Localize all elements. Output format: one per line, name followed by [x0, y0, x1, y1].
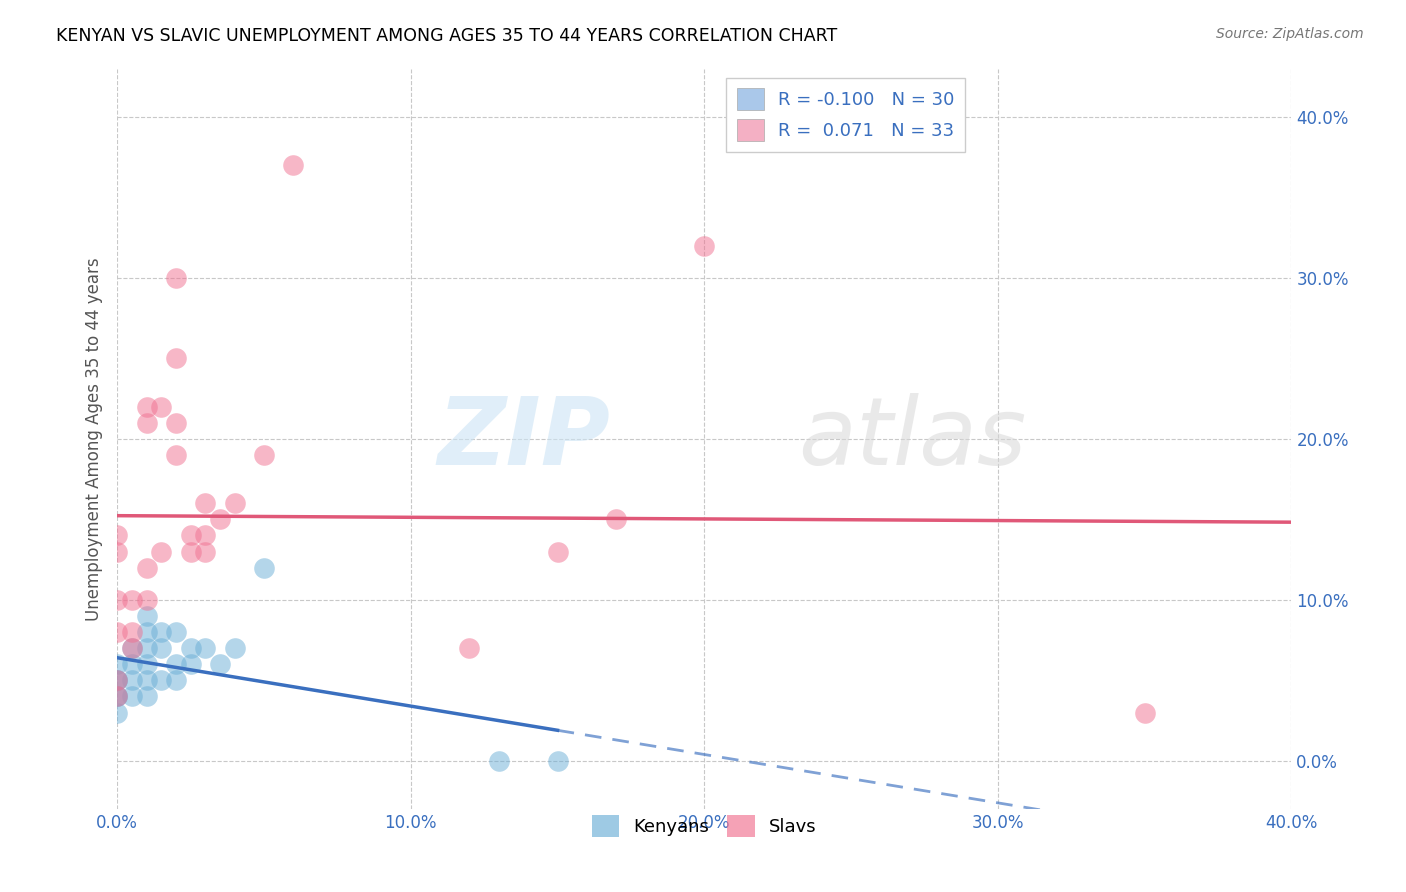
- Point: [105, 673, 128, 688]
- Point: [605, 512, 627, 526]
- Point: [121, 625, 143, 640]
- Point: [105, 544, 128, 558]
- Point: [135, 641, 157, 656]
- Text: atlas: atlas: [799, 393, 1026, 484]
- Point: [165, 416, 187, 430]
- Point: [693, 238, 716, 252]
- Point: [121, 592, 143, 607]
- Point: [105, 706, 128, 720]
- Point: [165, 657, 187, 672]
- Point: [105, 690, 128, 704]
- Point: [283, 158, 305, 172]
- Point: [165, 270, 187, 285]
- Point: [105, 673, 128, 688]
- Y-axis label: Unemployment Among Ages 35 to 44 years: Unemployment Among Ages 35 to 44 years: [86, 257, 103, 621]
- Point: [488, 754, 510, 768]
- Point: [150, 400, 173, 414]
- Point: [547, 754, 569, 768]
- Point: [165, 673, 187, 688]
- Point: [121, 657, 143, 672]
- Text: KENYAN VS SLAVIC UNEMPLOYMENT AMONG AGES 35 TO 44 YEARS CORRELATION CHART: KENYAN VS SLAVIC UNEMPLOYMENT AMONG AGES…: [56, 27, 838, 45]
- Point: [135, 560, 157, 574]
- Point: [180, 657, 202, 672]
- Point: [135, 625, 157, 640]
- Point: [121, 690, 143, 704]
- Point: [1133, 706, 1156, 720]
- Point: [121, 641, 143, 656]
- Point: [121, 673, 143, 688]
- Point: [224, 496, 246, 510]
- Point: [105, 673, 128, 688]
- Point: [105, 657, 128, 672]
- Legend: Kenyans, Slavs: Kenyans, Slavs: [585, 808, 824, 845]
- Point: [150, 641, 173, 656]
- Point: [150, 673, 173, 688]
- Point: [208, 512, 231, 526]
- Point: [150, 625, 173, 640]
- Point: [194, 496, 217, 510]
- Text: ZIP: ZIP: [437, 392, 610, 485]
- Point: [180, 528, 202, 542]
- Point: [165, 351, 187, 366]
- Text: Source: ZipAtlas.com: Source: ZipAtlas.com: [1216, 27, 1364, 41]
- Point: [105, 625, 128, 640]
- Point: [135, 416, 157, 430]
- Point: [224, 641, 246, 656]
- Point: [135, 592, 157, 607]
- Point: [253, 448, 276, 462]
- Point: [121, 641, 143, 656]
- Point: [105, 690, 128, 704]
- Point: [165, 625, 187, 640]
- Point: [135, 690, 157, 704]
- Point: [135, 400, 157, 414]
- Point: [180, 641, 202, 656]
- Point: [135, 673, 157, 688]
- Point: [194, 544, 217, 558]
- Point: [105, 592, 128, 607]
- Point: [180, 544, 202, 558]
- Point: [135, 609, 157, 624]
- Point: [165, 448, 187, 462]
- Point: [194, 528, 217, 542]
- Point: [135, 657, 157, 672]
- Point: [105, 528, 128, 542]
- Point: [194, 641, 217, 656]
- Point: [547, 544, 569, 558]
- Point: [208, 657, 231, 672]
- Point: [105, 690, 128, 704]
- Point: [253, 560, 276, 574]
- Point: [458, 641, 481, 656]
- Point: [150, 544, 173, 558]
